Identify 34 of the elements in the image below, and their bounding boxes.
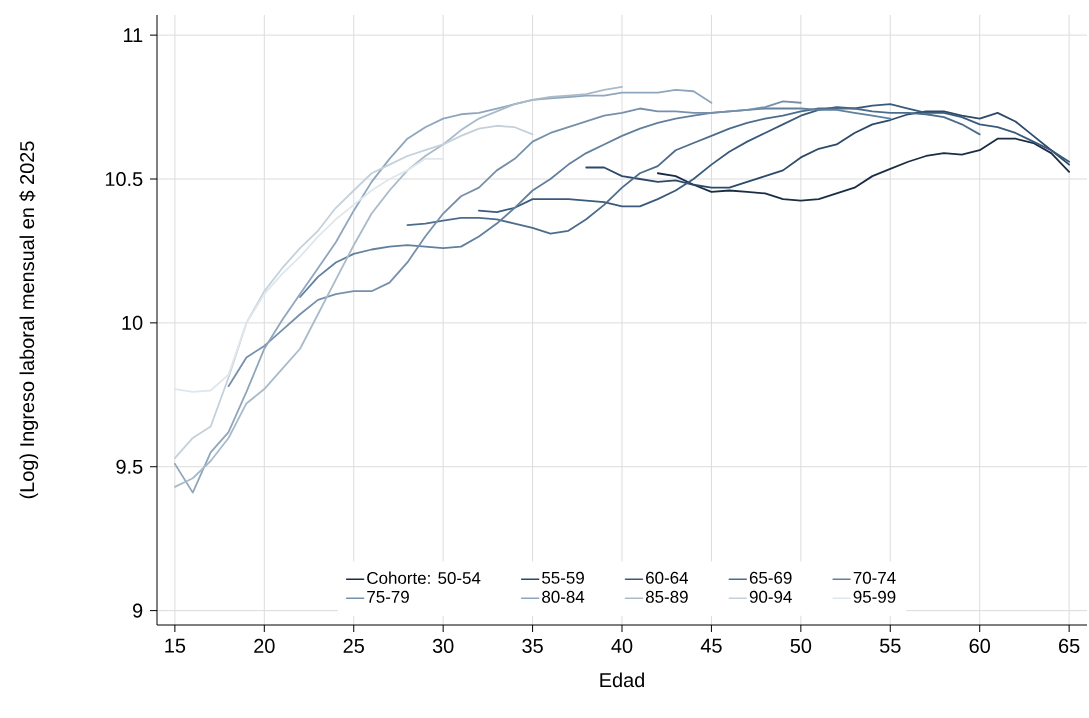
legend-label: 90-94 [749,590,792,603]
legend-label: 60-64 [646,571,689,584]
line-series [173,86,623,488]
x-tick-label: 15 [165,638,186,653]
x-tick-label: 45 [700,638,722,653]
x-axis-title: Edad [600,672,644,688]
legend-label: 75-79 [367,590,409,603]
line-series [227,100,802,388]
legend-label: Cohorte: 50-54 [367,571,481,585]
x-tick-label: 35 [522,638,543,653]
y-tick-label: 11 [123,28,143,42]
y-tick-label: 10 [122,315,143,330]
y-tick-label: 10.5 [105,171,143,187]
legend-label: 85-89 [645,590,688,603]
x-tick-label: 55 [879,638,901,653]
x-tick-label: 50 [790,638,812,653]
line-series [173,157,445,393]
y-axis-title: (Log) Ingreso laboral mensual en $ 2025 [19,141,39,499]
legend-label: 95-99 [853,590,896,603]
x-tick-label: 65 [1059,638,1080,653]
line-series [173,124,534,460]
x-tick-label: 40 [611,638,633,653]
x-tick-label: 20 [254,638,275,653]
x-tick-label: 60 [969,638,990,653]
line-series [585,110,1071,189]
legend-label: 55-59 [542,571,584,584]
line-series [656,137,1071,202]
x-tick-label: 30 [432,638,454,653]
legend-label: 70-74 [853,571,896,584]
x-tick-label: 25 [343,638,364,653]
legend-label: 80-84 [542,590,585,603]
y-tick-label: 9.5 [116,459,143,474]
legend-label: 65-69 [749,571,792,584]
y-tick-label: 9 [133,603,143,618]
